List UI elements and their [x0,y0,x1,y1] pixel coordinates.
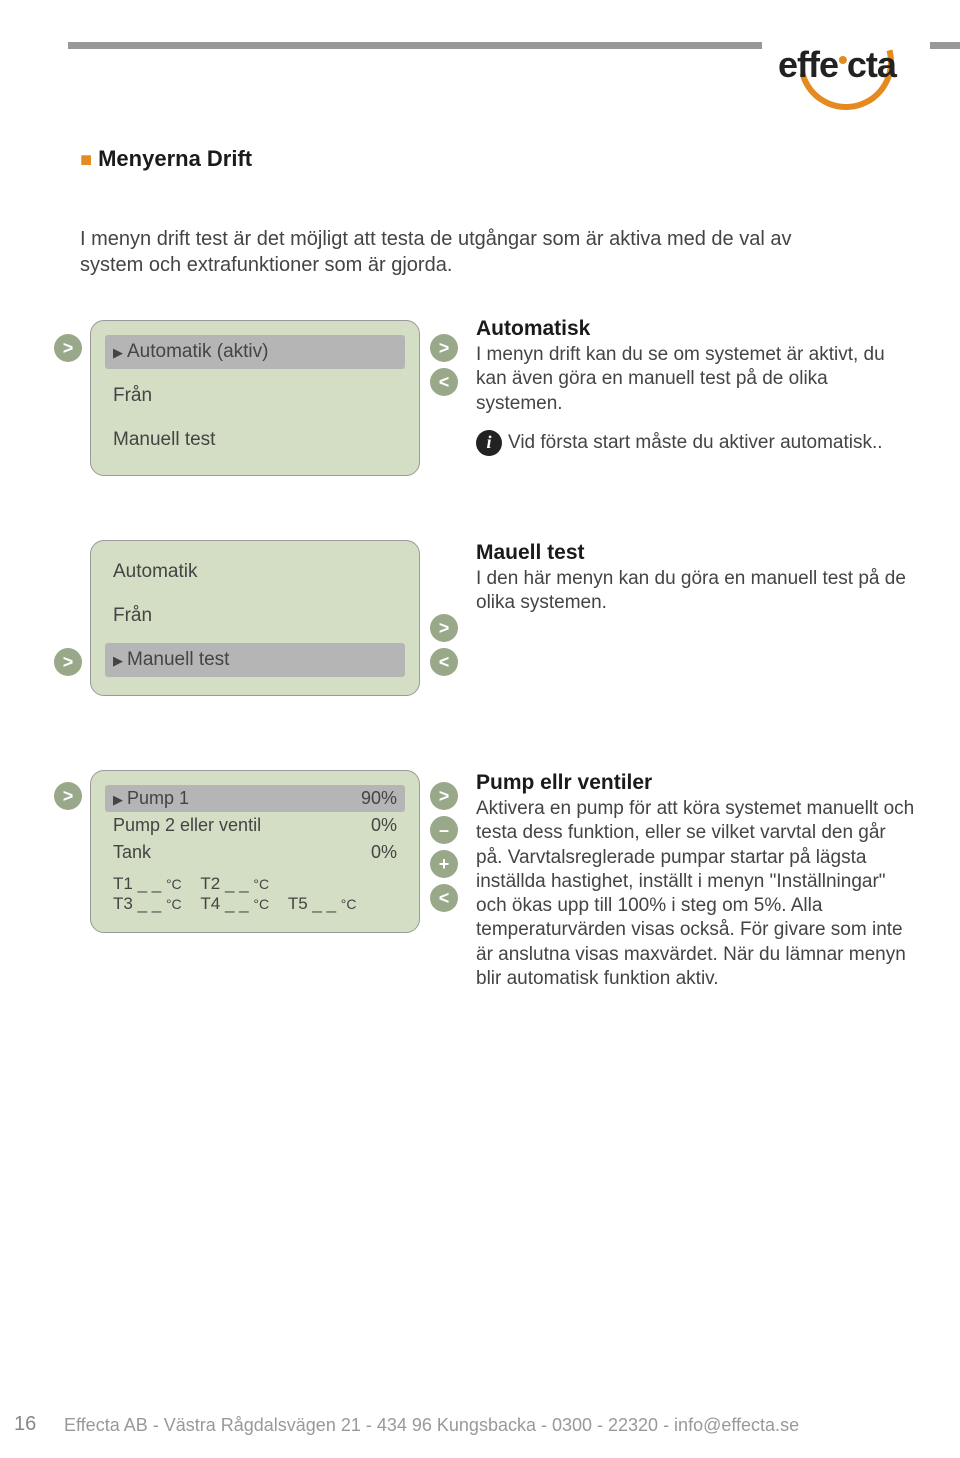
section-title: ■ Menyerna Drift [80,146,252,172]
panel-manuell: Automatik Från ▶Manuell test [90,540,420,696]
pump-row-label: Pump 2 eller ventil [113,815,261,836]
panel1-up-button[interactable]: > [430,334,458,362]
temp-t4: T4 _ _ °C [200,894,269,914]
desc-pump: Pump ellr ventiler Aktivera en pump för … [476,770,916,991]
pump-row-3[interactable]: Tank 0% [105,839,405,866]
panel2-item-label: Manuell test [127,649,229,670]
panel2-up-button[interactable]: > [430,614,458,642]
panel-pump: ▶Pump 1 90% Pump 2 eller ventil 0% Tank … [90,770,420,933]
temp-t5: T5 _ _ °C [288,894,357,914]
pump-row-value: 0% [371,842,397,863]
panel1-down-button[interactable]: < [430,368,458,396]
section-title-text: Menyerna Drift [98,146,252,171]
desc-manuell: Mauell test I den här menyn kan du göra … [476,540,916,616]
desc-body: I menyn drift kan du se om systemet är a… [476,343,916,416]
panel1-item-label: Automatik (aktiv) [127,341,268,362]
footer-text: Effecta AB - Västra Rågdalsvägen 21 - 43… [64,1415,799,1435]
desc-body: Aktivera en pump för att köra systemet m… [476,797,916,992]
pump-row-2[interactable]: Pump 2 eller ventil 0% [105,812,405,839]
desc-heading: Mauell test [476,540,916,567]
triangle-right-icon: ▶ [113,792,123,808]
temp-t1: T1 _ _ °C [113,874,182,894]
page-footer: 16 Effecta AB - Västra Rågdalsvägen 21 -… [0,1415,960,1436]
panel2-item-fran[interactable]: Från [105,599,405,633]
desc-automatisk: Automatisk I menyn drift kan du se om sy… [476,316,916,456]
panel1-item-label: Från [113,385,152,406]
panel-automatik: ▶Automatik (aktiv) Från Manuell test [90,320,420,476]
panel3-up-button[interactable]: > [430,782,458,810]
pump-row-value: 0% [371,815,397,836]
panel2-down-button[interactable]: < [430,648,458,676]
panel2-item-label: Från [113,605,152,626]
panel1-item-label: Manuell test [113,429,215,450]
page-number: 16 [14,1413,36,1436]
desc-heading: Pump ellr ventiler [476,770,916,797]
intro-paragraph: I menyn drift test är det möjligt att te… [80,226,840,278]
panel2-item-automatik[interactable]: Automatik [105,555,405,589]
temp-readouts: T1 _ _ °C T2 _ _ °C T3 _ _ °C T4 _ _ °C … [105,866,405,914]
panel1-select-button[interactable]: > [54,334,82,362]
panel2-select-button[interactable]: > [54,648,82,676]
brand-logo: effe•cta [762,6,930,106]
desc-info: Vid första start måste du aktiver automa… [508,432,883,453]
pump-row-value: 90% [361,788,397,809]
temp-t3: T3 _ _ °C [113,894,182,914]
pump-row-label: Pump 1 [127,788,189,808]
desc-body: I den här menyn kan du göra en manuell t… [476,567,916,616]
panel3-select-button[interactable]: > [54,782,82,810]
triangle-right-icon: ▶ [113,345,123,361]
temp-t2: T2 _ _ °C [200,874,269,894]
brand-name: effe•cta [778,44,896,86]
panel1-item-manuell[interactable]: Manuell test [105,423,405,457]
panel1-item-automatik[interactable]: ▶Automatik (aktiv) [105,335,405,369]
square-bullet-icon: ■ [80,149,92,171]
panel2-item-manuell[interactable]: ▶Manuell test [105,643,405,677]
triangle-right-icon: ▶ [113,653,123,669]
pump-row-label: Tank [113,842,151,863]
panel1-item-fran[interactable]: Från [105,379,405,413]
desc-heading: Automatisk [476,316,916,343]
pump-row-1[interactable]: ▶Pump 1 90% [105,785,405,812]
panel3-down-button[interactable]: < [430,884,458,912]
panel3-plus-button[interactable]: + [430,850,458,878]
panel3-minus-button[interactable]: – [430,816,458,844]
panel2-item-label: Automatik [113,561,197,582]
info-icon: i [476,430,502,456]
